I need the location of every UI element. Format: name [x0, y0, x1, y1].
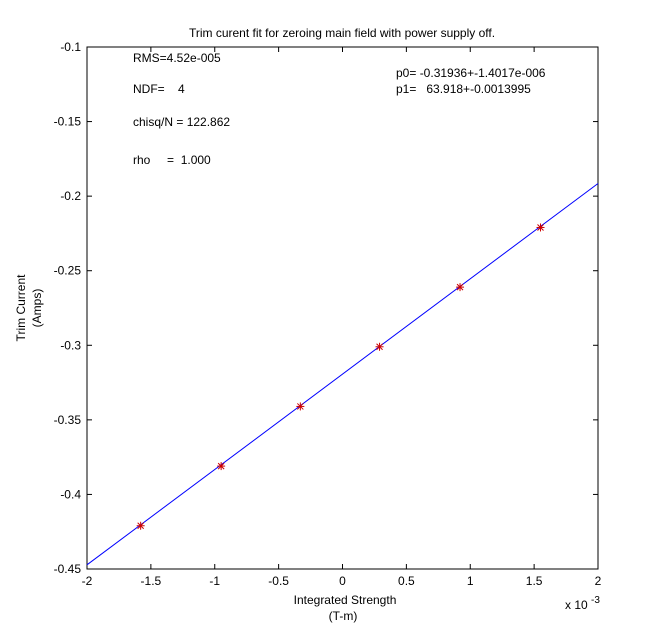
- data-point: [375, 342, 384, 351]
- x-tick-label: -1: [209, 574, 220, 588]
- x-tick-label: -1.5: [141, 574, 162, 588]
- x-exponent-base: x 10: [565, 598, 588, 612]
- y-tick-label: -0.3: [60, 338, 81, 352]
- data-point-stroke: [537, 224, 544, 231]
- plot-area: [86, 46, 599, 570]
- y-tick-label: -0.15: [54, 115, 82, 129]
- y-axis-label-line-1: Trim Current: [14, 274, 28, 342]
- data-point-stroke: [376, 343, 383, 351]
- x-axis-label-line-2: (T-m): [329, 609, 358, 623]
- annotation-rms: RMS=4.52e-005: [133, 51, 221, 65]
- x-tick-label: 1.5: [526, 574, 543, 588]
- annotation-ndf: NDF= 4: [133, 82, 185, 96]
- x-tick-label: 2: [595, 574, 602, 588]
- y-tick-label: -0.1: [60, 40, 81, 54]
- fit-line: [86, 183, 599, 566]
- data-point: [136, 521, 145, 530]
- y-tick-label: -0.45: [54, 562, 82, 576]
- x-tick-label: 1: [467, 574, 474, 588]
- data-point: [536, 223, 545, 232]
- annotation-rho: rho = 1.000: [133, 153, 211, 167]
- data-point: [296, 402, 305, 411]
- chart-title: Trim curent fit for zeroing main field w…: [189, 26, 495, 40]
- data-points: [136, 223, 545, 530]
- axis-ticks: [86, 46, 599, 570]
- data-point: [217, 462, 226, 471]
- x-axis-label-line-1: Integrated Strength: [294, 593, 397, 607]
- x-tick-label: 0.5: [398, 574, 415, 588]
- x-tick-labels: -2 -1.5 -1 -0.5 0 0.5 1 1.5 2: [82, 574, 602, 588]
- y-tick-label: -0.25: [54, 264, 82, 278]
- annotation-p0: p0= -0.31936+-1.4017e-006: [396, 66, 546, 80]
- data-point-stroke: [456, 283, 464, 291]
- x-tick-label: -0.5: [268, 574, 289, 588]
- data-point-stroke: [217, 462, 225, 470]
- x-tick-label: -2: [82, 574, 93, 588]
- annotation-p1: p1= 63.918+-0.0013995: [396, 82, 531, 96]
- y-axis-label-line-2: (Amps): [30, 289, 44, 328]
- x-tick-label: 0: [339, 574, 346, 588]
- data-point: [456, 283, 465, 292]
- x-exponent-label: x 10 -3: [565, 595, 600, 612]
- y-tick-label: -0.35: [54, 413, 82, 427]
- y-tick-labels: -0.1 -0.15 -0.2 -0.25 -0.3 -0.35 -0.4 -0.45: [54, 40, 82, 576]
- annotation-chisq: chisq/N = 122.862: [133, 115, 230, 129]
- y-tick-label: -0.4: [60, 487, 81, 501]
- data-point-stroke: [296, 403, 304, 410]
- y-tick-label: -0.2: [60, 189, 81, 203]
- x-exponent-power: -3: [591, 595, 600, 606]
- data-point-stroke: [137, 522, 145, 530]
